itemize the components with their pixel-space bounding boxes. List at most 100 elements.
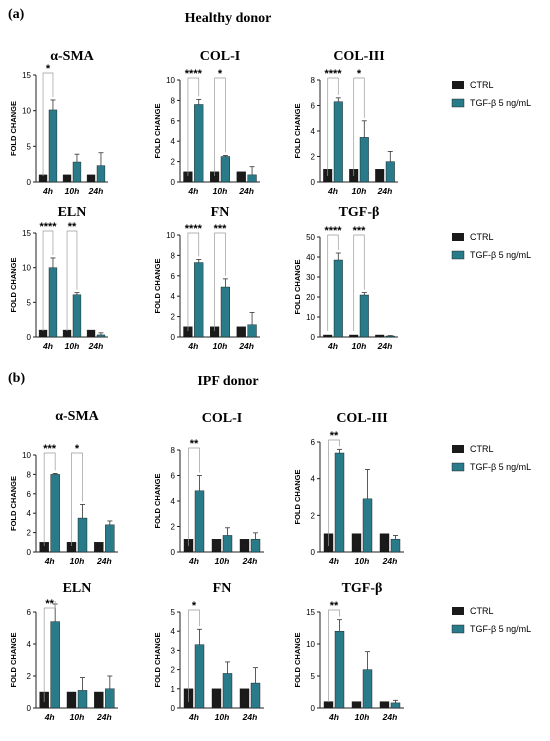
chart-1: α-SMA 0 5 10 15 FOLD CHANGE 4h 10h 24h *: [9, 49, 108, 196]
x-tick-label: 10h: [65, 186, 80, 196]
bar-ctrl: [375, 334, 385, 338]
y-tick-label: 10: [166, 76, 175, 85]
chart-title: COL-III: [336, 411, 387, 426]
legend-swatch-ctrl: [452, 233, 464, 241]
y-axis-label: FOLD CHANGE: [153, 474, 162, 529]
significance-bracket: [187, 77, 200, 176]
y-tick-label: 4: [171, 292, 176, 301]
x-tick-label: 24h: [238, 341, 254, 351]
x-tick-label: 24h: [377, 341, 393, 351]
chart-title: TGF-β: [339, 205, 380, 220]
bar-tgf: [194, 104, 204, 183]
chart-8: COL-I 0 2 4 6 8 FOLD CHANGE 4h 10h 24h **: [153, 411, 264, 566]
y-tick-label: 2: [311, 511, 316, 520]
y-tick-label: 0: [171, 548, 176, 557]
y-axis-label: FOLD CHANGE: [153, 104, 162, 159]
y-tick-label: 4: [311, 127, 316, 136]
bar-tgf: [194, 490, 205, 553]
chart-title: FN: [213, 581, 232, 596]
bar-ctrl: [379, 533, 390, 553]
y-tick-label: 6: [311, 102, 316, 111]
significance-label: **: [190, 438, 199, 450]
legend-1: CTRL TGF-β 5 ng/mL: [451, 80, 531, 108]
x-tick-label: 10h: [213, 341, 228, 351]
chart-11: FN 0 1 2 3 4 5 FOLD CHANGE 4h 10h 24h *: [153, 581, 264, 722]
y-tick-label: 8: [171, 96, 176, 105]
y-tick-label: 6: [27, 490, 32, 499]
y-tick-label: 6: [171, 472, 176, 481]
bar-tgf: [385, 335, 395, 338]
chart-title: ELN: [58, 205, 87, 220]
significance-label: ****: [324, 225, 342, 237]
x-tick-label: 24h: [88, 341, 104, 351]
significance-bracket: [328, 439, 340, 546]
y-axis-label: FOLD CHANGE: [293, 104, 302, 159]
x-tick-label: 4h: [188, 556, 199, 566]
chart-9: COL-III 0 2 4 6 FOLD CHANGE 4h 10h 24h **: [293, 411, 404, 566]
x-tick-label: 4h: [187, 341, 198, 351]
significance-bracket: [214, 77, 226, 176]
significance-label: ****: [185, 223, 203, 235]
significance-bracket: [328, 609, 340, 702]
x-tick-label: 10h: [352, 186, 367, 196]
chart-title: COL-III: [333, 49, 384, 64]
legend-label-tgf: TGF-β 5 ng/mL: [470, 624, 531, 634]
significance-label: ****: [39, 221, 57, 233]
bar-ctrl: [62, 329, 72, 338]
significance-label: *: [75, 443, 80, 455]
bar-tgf: [72, 294, 82, 338]
y-tick-label: 2: [171, 158, 176, 167]
legend-swatch-tgf: [451, 98, 465, 108]
bar-tgf: [96, 165, 106, 183]
x-tick-label: 4h: [328, 556, 339, 566]
significance-label: ****: [185, 68, 203, 80]
bar-ctrl: [66, 691, 77, 709]
significance-bracket: [71, 452, 83, 546]
y-tick-label: 4: [171, 497, 176, 506]
y-axis-label: FOLD CHANGE: [9, 101, 18, 156]
significance-label: **: [68, 221, 77, 233]
panel-title-healthy: Healthy donor: [185, 11, 272, 26]
x-tick-label: 10h: [70, 712, 85, 722]
bar-ctrl: [323, 701, 334, 709]
bar-ctrl: [351, 533, 362, 553]
y-tick-label: 8: [27, 470, 32, 479]
y-axis-label: FOLD CHANGE: [293, 633, 302, 688]
significance-bracket: [188, 609, 200, 702]
significance-label: *: [192, 600, 197, 612]
x-tick-label: 4h: [327, 186, 338, 196]
x-tick-label: 24h: [242, 556, 258, 566]
bar-tgf: [222, 535, 233, 553]
y-tick-label: 3: [171, 646, 176, 655]
significance-bracket: [188, 447, 200, 546]
legend-swatch-tgf: [451, 624, 465, 634]
bar-ctrl: [38, 329, 48, 338]
y-tick-label: 6: [311, 438, 316, 447]
y-tick-label: 0: [171, 178, 176, 187]
y-tick-label: 4: [311, 475, 316, 484]
bar-ctrl: [239, 539, 250, 553]
legends-layer: CTRL TGF-β 5 ng/mL CTRL TGF-β 5 ng/mL CTRL TG…: [451, 80, 531, 634]
bar-tgf: [105, 524, 115, 553]
significance-bracket: [187, 232, 200, 331]
y-tick-label: 8: [311, 76, 316, 85]
chart-title: COL-I: [200, 49, 240, 64]
y-tick-label: 0: [27, 178, 32, 187]
chart-title: ELN: [63, 581, 92, 596]
bar-tgf: [333, 259, 343, 338]
y-tick-label: 1: [171, 685, 176, 694]
significance-bracket: [42, 230, 54, 331]
y-tick-label: 0: [171, 704, 176, 713]
bar-tgf: [359, 137, 369, 183]
bar-tgf: [50, 621, 60, 709]
panel-label-a: (a): [8, 7, 25, 22]
legend-label-tgf: TGF-β 5 ng/mL: [470, 462, 531, 472]
legend-2: CTRL TGF-β 5 ng/mL: [451, 232, 531, 260]
bar-tgf: [194, 644, 205, 709]
bar-ctrl: [349, 334, 359, 338]
x-tick-label: 4h: [327, 341, 338, 351]
significance-bracket: [327, 77, 339, 176]
bar-ctrl: [236, 326, 246, 338]
bar-tgf: [333, 101, 343, 183]
